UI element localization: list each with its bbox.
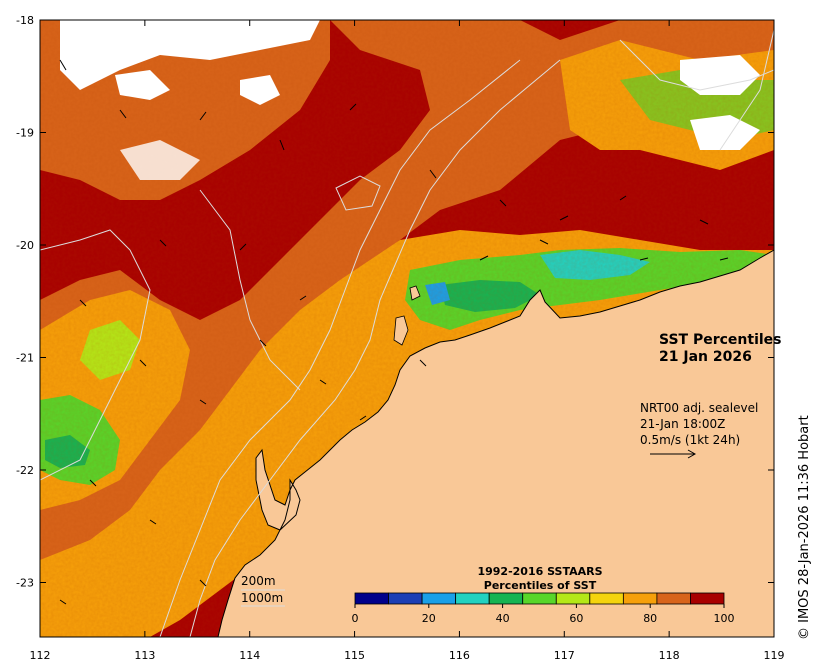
map-plot-area (40, 20, 774, 637)
x-tick-label: 113 (134, 649, 155, 662)
map-title-line1: SST Percentiles (659, 332, 782, 348)
colorbar-segment (455, 592, 490, 605)
x-axis: 112 113 114 115 116 117 118 119 (30, 20, 785, 662)
colorbar-tick-label: 0 (352, 612, 359, 625)
land-mass (217, 249, 774, 637)
legend-title-line2: Percentiles of SST (484, 579, 597, 592)
colorbar-segment (421, 592, 457, 605)
y-axis: -18 -19 -20 -21 -22 -23 (16, 14, 774, 590)
y-tick-label: -23 (16, 577, 34, 590)
colorbar-tick-label: 40 (496, 612, 510, 625)
current-info-line3: 0.5m/s (1kt 24h) (640, 433, 740, 447)
colorbar-segment (555, 592, 591, 605)
colorbar-segment (656, 592, 691, 605)
colorbar-segment (488, 592, 524, 605)
colorbar-tick-label: 100 (714, 612, 735, 625)
colorbar-segment (589, 592, 624, 605)
y-tick-label: -18 (16, 14, 34, 27)
colorbar-tick-label: 20 (422, 612, 436, 625)
current-info-line1: NRT00 adj. sealevel (640, 401, 758, 415)
x-tick-label: 115 (344, 649, 365, 662)
colorbar-segment (522, 592, 557, 605)
colorbar-segment (354, 592, 389, 605)
y-tick-label: -19 (16, 127, 34, 140)
scale-arrow-icon (650, 449, 697, 459)
island-small (409, 285, 421, 301)
missing-data-patches (60, 20, 760, 180)
colorbar-tick-label: 80 (643, 612, 657, 625)
percentile-colorbar-ticks: 0 20 40 60 80 100 (352, 604, 735, 625)
x-tick-label: 116 (449, 649, 470, 662)
percentile-colorbar (354, 592, 725, 605)
x-tick-label: 118 (659, 649, 680, 662)
island-barrow (393, 315, 409, 346)
y-tick-label: -20 (16, 239, 34, 252)
current-vectors (59, 59, 729, 605)
bathymetry-contours (40, 29, 774, 637)
contour-label-200m: 200m (241, 574, 276, 588)
colorbar-tick-label: 60 (569, 612, 583, 625)
x-tick-label: 114 (239, 649, 260, 662)
x-tick-label: 112 (30, 649, 51, 662)
current-info-line2: 21-Jan 18:00Z (640, 417, 725, 431)
legend-title-line1: 1992-2016 SSTAARS (477, 565, 602, 578)
map-title-line2: 21 Jan 2026 (659, 349, 752, 365)
plot-frame (39, 19, 775, 638)
credit-text: © IMOS 28-Jan-2026 11:36 Hobart (797, 415, 812, 640)
x-tick-label: 117 (554, 649, 575, 662)
colorbar-segment (388, 592, 423, 605)
colorbar-segment (622, 592, 658, 605)
colorbar-segment (690, 592, 725, 605)
y-tick-label: -21 (16, 352, 34, 365)
contour-label-1000m: 1000m (241, 591, 283, 605)
x-tick-label: 119 (764, 649, 785, 662)
y-tick-label: -22 (16, 464, 34, 477)
